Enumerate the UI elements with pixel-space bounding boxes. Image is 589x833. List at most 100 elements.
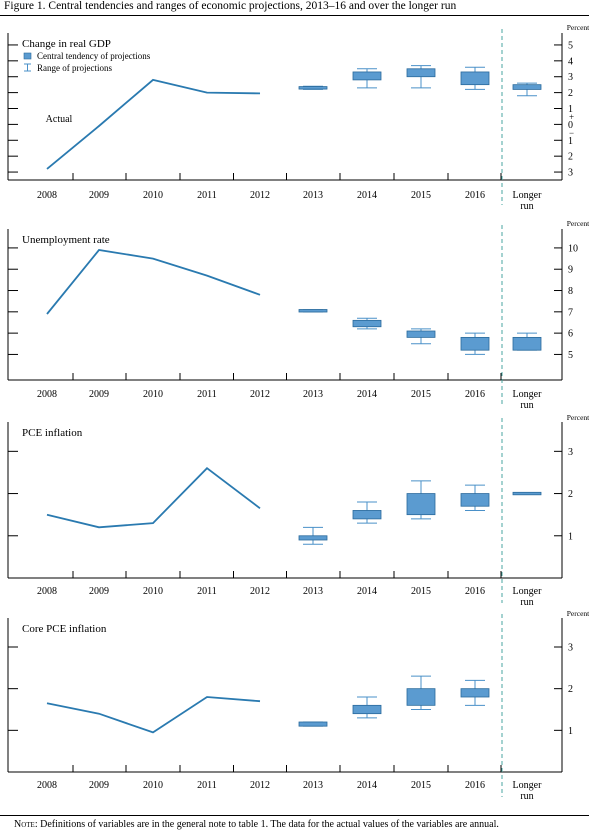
x-tick-label: 2010 bbox=[143, 780, 163, 791]
y-tick-label: 4 bbox=[568, 56, 573, 67]
central-tendency-box bbox=[512, 491, 542, 496]
x-tick-label: 2014 bbox=[357, 190, 377, 201]
y-tick-label: 2 bbox=[568, 684, 573, 695]
legend-label-central: Central tendency of projections bbox=[37, 51, 151, 61]
y-tick-label: 1 bbox=[568, 104, 573, 115]
central-tendency-box bbox=[406, 330, 436, 338]
x-tick-label: 2016 bbox=[465, 389, 485, 400]
x-tick-label: 2009 bbox=[89, 389, 109, 400]
x-tick-label: run bbox=[520, 597, 533, 608]
x-tick-label: 2013 bbox=[303, 586, 323, 597]
x-tick-label: 2015 bbox=[411, 586, 431, 597]
central-tendency-box bbox=[352, 71, 382, 81]
x-tick-label: 2010 bbox=[143, 389, 163, 400]
x-tick-label: 2014 bbox=[357, 780, 377, 791]
y-tick-label: 2 bbox=[568, 152, 573, 163]
central-tendency-box bbox=[406, 688, 436, 706]
x-tick-label: 2011 bbox=[197, 190, 217, 201]
unit-label: Percent bbox=[567, 413, 589, 422]
x-tick-label: 2013 bbox=[303, 780, 323, 791]
central-tendency-box bbox=[298, 721, 328, 727]
x-tick-label: Longer bbox=[513, 190, 543, 201]
panel-title: Change in real GDP bbox=[22, 38, 111, 50]
unit-label: Percent bbox=[567, 609, 589, 618]
legend: Central tendency of projections Range of … bbox=[23, 51, 151, 73]
y-tick-label: 1 bbox=[568, 136, 573, 147]
chart-panel-1: 3 2 1 0 1 2 3 4 5 − + Percent Change in real GDP 2008… bbox=[7, 23, 589, 212]
y-tick-label: 1 bbox=[568, 531, 573, 542]
y-tick-label: 5 bbox=[568, 350, 573, 361]
x-tick-label: 2013 bbox=[303, 190, 323, 201]
central-tendency-box bbox=[298, 86, 328, 90]
x-tick-label: 2010 bbox=[143, 190, 163, 201]
central-tendency-box bbox=[406, 68, 436, 78]
x-tick-label: Longer bbox=[513, 780, 543, 791]
actual-annotation: Actual bbox=[46, 114, 73, 125]
central-tendency-box bbox=[352, 319, 382, 328]
central-tendency-box bbox=[512, 84, 542, 90]
x-tick-label: 2013 bbox=[303, 389, 323, 400]
central-tendency-box bbox=[298, 309, 328, 313]
chart-panel-3: 1 2 3 Percent PCE inflation 2008 2009 2010 2011 2… bbox=[7, 413, 589, 608]
central-tendency-box bbox=[352, 510, 382, 520]
x-tick-label: 2009 bbox=[89, 780, 109, 791]
y-tick-label: 2 bbox=[568, 489, 573, 500]
central-tendency-box bbox=[406, 493, 436, 516]
x-tick-label: 2009 bbox=[89, 190, 109, 201]
y-tick-label: 0 bbox=[568, 120, 573, 131]
y-tick-label: 8 bbox=[568, 286, 573, 297]
unit-label: Percent bbox=[567, 23, 589, 32]
central-tendency-box bbox=[298, 535, 328, 541]
actual-series-line bbox=[46, 249, 261, 315]
x-tick-label: run bbox=[520, 791, 533, 802]
central-tendency-box bbox=[512, 336, 542, 351]
y-tick-label: 1 bbox=[568, 726, 573, 737]
panel-title: PCE inflation bbox=[22, 427, 83, 439]
x-tick-label: 2009 bbox=[89, 586, 109, 597]
x-tick-label: 2014 bbox=[357, 586, 377, 597]
x-tick-label: 2016 bbox=[465, 780, 485, 791]
x-tick-label: 2012 bbox=[250, 190, 270, 201]
y-tick-label: 6 bbox=[568, 329, 573, 340]
x-tick-label: 2014 bbox=[357, 389, 377, 400]
chart-panel-4: 1 2 3 Percent Core PCE inflation 2008 2009 2010… bbox=[7, 609, 589, 802]
central-tendency-box bbox=[460, 71, 490, 86]
x-tick-label: 2011 bbox=[197, 586, 217, 597]
y-tick-label: 3 bbox=[568, 447, 573, 458]
y-tick-label: 7 bbox=[568, 307, 573, 318]
y-tick-label: 5 bbox=[568, 40, 573, 51]
central-tendency-box bbox=[460, 336, 490, 351]
x-tick-label: run bbox=[520, 201, 533, 212]
central-tendency-box bbox=[352, 704, 382, 715]
chart-panel-2: 5 6 7 8 9 10 Percent Unemployment rate 2008 2009 2… bbox=[7, 219, 589, 411]
x-tick-label: 2008 bbox=[37, 586, 57, 597]
y-tick-label: 3 bbox=[568, 72, 573, 83]
x-tick-label: Longer bbox=[513, 389, 543, 400]
top-rule bbox=[0, 15, 589, 16]
x-tick-label: 2012 bbox=[250, 389, 270, 400]
legend-swatch-central bbox=[23, 52, 32, 60]
sign-label: − bbox=[569, 128, 574, 138]
y-tick-label: 3 bbox=[568, 168, 573, 179]
figure-note: Note: Definitions of variables are in th… bbox=[14, 819, 499, 830]
panel-title: Core PCE inflation bbox=[22, 623, 107, 635]
x-tick-label: 2011 bbox=[197, 780, 217, 791]
x-tick-label: Longer bbox=[513, 586, 543, 597]
x-tick-label: run bbox=[520, 400, 533, 411]
bottom-rule bbox=[0, 815, 589, 816]
unit-label: Percent bbox=[567, 219, 589, 228]
note-text: Definitions of variables are in the gene… bbox=[37, 819, 499, 830]
central-tendency-box bbox=[460, 493, 490, 507]
actual-series-line bbox=[46, 696, 261, 734]
x-tick-label: 2008 bbox=[37, 780, 57, 791]
x-tick-label: 2008 bbox=[37, 190, 57, 201]
legend-label-range: Range of projections bbox=[37, 63, 112, 73]
x-tick-label: 2010 bbox=[143, 586, 163, 597]
note-lead: Note: bbox=[14, 819, 38, 830]
figure-title: Figure 1. Central tendencies and ranges … bbox=[4, 0, 457, 12]
y-tick-label: 10 bbox=[568, 243, 578, 254]
x-tick-label: 2012 bbox=[250, 586, 270, 597]
actual-series-line bbox=[46, 467, 261, 529]
x-tick-label: 2015 bbox=[411, 780, 431, 791]
